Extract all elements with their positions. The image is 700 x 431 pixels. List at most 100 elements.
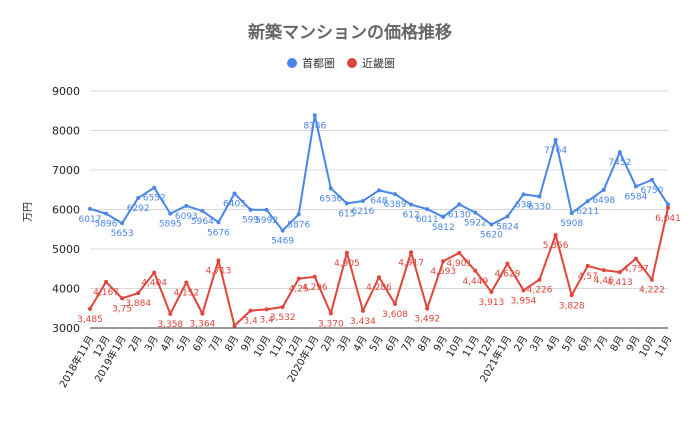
data-point (489, 289, 494, 294)
data-label: 3,370 (318, 319, 344, 329)
data-point (360, 198, 365, 203)
x-tick-label: 5月 (367, 334, 386, 354)
data-label: 3,532 (270, 313, 296, 323)
data-point (585, 199, 590, 204)
data-point (553, 137, 558, 142)
data-label: 8386 (303, 121, 326, 131)
data-point (136, 291, 141, 296)
data-point (200, 311, 205, 316)
data-point (633, 184, 638, 189)
data-point (425, 306, 430, 311)
data-point (232, 323, 237, 328)
data-point (88, 306, 92, 311)
data-point (505, 214, 510, 219)
x-tick-label: 3月 (528, 334, 547, 354)
data-point (104, 279, 109, 284)
data-label: 3,434 (350, 317, 376, 327)
data-label: 4,629 (495, 270, 521, 280)
data-label: 6750 (640, 186, 663, 196)
x-tick-label: 2月 (126, 334, 145, 354)
data-label: 6216 (351, 207, 374, 217)
data-point (393, 192, 398, 197)
y-axis-label: 万円 (23, 202, 34, 222)
data-point (328, 186, 333, 191)
data-point (296, 276, 301, 281)
data-label: 4,404 (141, 279, 167, 289)
data-point (216, 220, 221, 225)
data-label: 3,4 (243, 317, 258, 327)
data-point (328, 311, 333, 316)
data-point (601, 268, 606, 273)
data-label: 5824 (496, 222, 519, 232)
data-point (296, 212, 301, 217)
x-tick-label: 5月 (560, 334, 579, 354)
x-tick-label: 7月 (399, 334, 418, 354)
data-point (200, 208, 205, 213)
x-tick-label: 6月 (383, 334, 402, 354)
data-point (312, 113, 317, 118)
x-tick-label: 2018年11月 (56, 333, 96, 390)
data-label: 5895 (159, 220, 182, 230)
data-label: 3,954 (511, 296, 537, 306)
data-point (232, 191, 237, 196)
data-label: 5964 (191, 217, 214, 227)
data-label: 5812 (432, 223, 455, 233)
data-point (264, 307, 269, 312)
data-label: 3,913 (479, 298, 505, 308)
data-point (280, 228, 285, 233)
x-tick-label: 11月 (653, 334, 675, 360)
y-tick-label: 8000 (52, 125, 80, 138)
data-point (537, 194, 542, 199)
data-label: 4,152 (173, 288, 199, 298)
x-axis: 2018年11月12月2019年1月2月3月4月5月6月7月8月9月10月11月… (56, 333, 674, 390)
data-label: 6330 (528, 202, 551, 212)
data-point (569, 293, 574, 298)
data-point (216, 258, 221, 263)
data-label: 4,296 (302, 283, 328, 293)
data-label: 599 (242, 216, 259, 226)
y-axis: 3000 4000 5000 6000 7000 8000 9000 (52, 85, 80, 335)
data-point (120, 221, 125, 226)
data-label: 3,828 (559, 301, 585, 311)
data-label: 4,413 (607, 278, 633, 288)
x-tick-label: 2月 (512, 334, 531, 354)
data-point (152, 270, 157, 275)
data-label: 3,884 (125, 299, 151, 309)
data-point (666, 202, 670, 207)
data-point (168, 211, 173, 216)
data-point (666, 205, 670, 210)
data-point (104, 211, 109, 216)
x-tick-label: 5月 (174, 334, 193, 354)
data-label: 5922 (464, 219, 487, 229)
data-point (88, 206, 92, 211)
data-label: 615 (338, 209, 355, 219)
y-tick-label: 4000 (52, 283, 80, 296)
data-label: 4,917 (398, 258, 424, 268)
data-point (457, 250, 462, 255)
x-tick-label: 8月 (608, 334, 627, 354)
data-label: 4,57 (578, 272, 598, 282)
data-point (441, 259, 446, 264)
data-point (409, 250, 414, 255)
data-label: 5469 (271, 236, 294, 246)
data-label: 5876 (287, 220, 310, 230)
data-point (377, 188, 381, 193)
data-label: 6017 (79, 215, 102, 225)
data-point (248, 207, 253, 212)
data-label: 5653 (111, 229, 134, 239)
data-point (569, 211, 574, 216)
legend-label: 首都圏 (302, 56, 335, 70)
x-tick-label: 3月 (142, 334, 161, 354)
x-tick-label: 8月 (415, 334, 434, 354)
data-point (344, 201, 349, 206)
data-label: 7452 (608, 158, 631, 168)
data-label: 3,364 (190, 320, 216, 330)
data-label: 4,449 (462, 277, 488, 287)
data-label: 6389 (384, 200, 407, 210)
y-tick-label: 9000 (52, 85, 80, 98)
data-label: 3,492 (414, 315, 440, 325)
data-label: 6093 (175, 212, 198, 222)
data-point (312, 274, 317, 279)
